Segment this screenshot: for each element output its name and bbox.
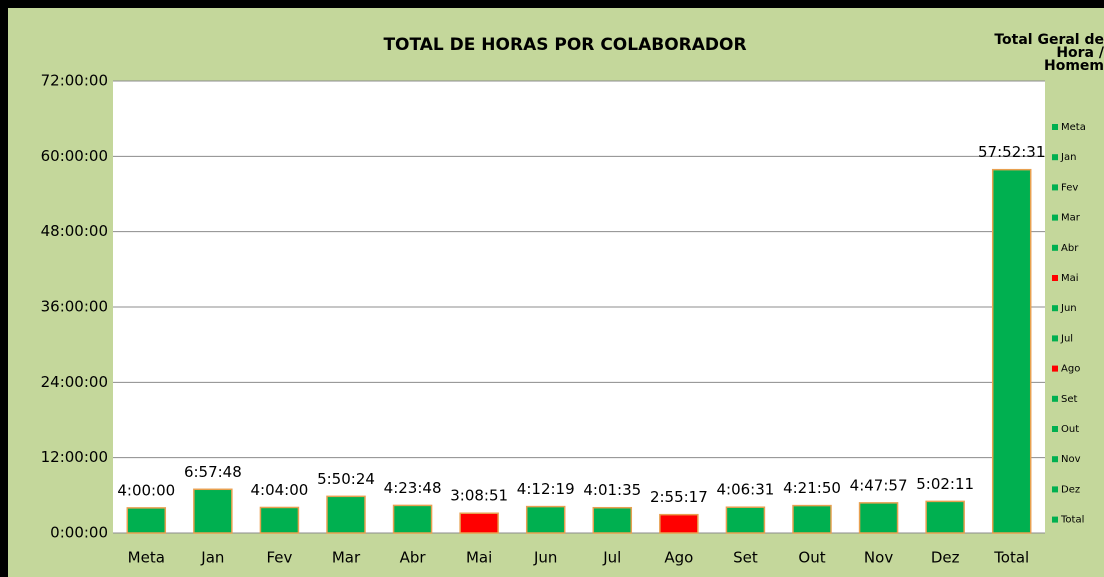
legend-swatch (1052, 275, 1058, 281)
y-tick-label: 0:00:00 (50, 524, 108, 542)
legend-swatch (1052, 305, 1058, 312)
data-label: 4:06:31 (717, 481, 775, 499)
data-label: 4:21:50 (783, 479, 841, 497)
bar (193, 488, 233, 534)
legend-label: Total (1060, 515, 1084, 526)
data-label: 5:02:11 (916, 475, 974, 493)
bar (459, 512, 499, 534)
legend-label: Meta (1061, 122, 1086, 133)
legend-swatch (1052, 154, 1058, 161)
bar (925, 500, 965, 534)
bar (126, 507, 167, 534)
data-label: 4:12:19 (517, 480, 575, 498)
x-tick-label: Out (798, 549, 825, 567)
legend-swatch (1052, 244, 1058, 251)
x-tick-label: Dez (931, 549, 960, 567)
y-tick-label: 60:00:00 (41, 147, 108, 165)
data-label: 2:55:17 (650, 488, 708, 506)
bar (725, 506, 766, 534)
legend-label: Jan (1060, 152, 1076, 163)
x-tick-label: Mai (466, 549, 492, 567)
x-tick-label: Abr (400, 549, 427, 567)
x-tick-label: Nov (864, 549, 893, 567)
y-tick-label: 48:00:00 (41, 222, 108, 240)
legend-swatch (1052, 395, 1058, 402)
data-label: 4:47:57 (850, 476, 908, 494)
data-label: 4:01:35 (583, 481, 641, 499)
x-tick-label: Ago (664, 549, 693, 567)
data-label: 5:50:24 (317, 470, 375, 488)
x-tick-label: Jun (533, 549, 557, 567)
legend-label: Dez (1061, 484, 1080, 495)
data-label: 4:23:48 (384, 479, 442, 497)
legend-swatch (1052, 426, 1058, 432)
legend-swatch (1052, 486, 1058, 493)
legend-swatch (1052, 124, 1058, 130)
legend-swatch (1052, 456, 1058, 463)
bar (991, 168, 1032, 534)
legend-swatch (1052, 365, 1058, 372)
legend-label: Nov (1061, 454, 1081, 465)
legend-swatch (1052, 516, 1058, 523)
bar (792, 504, 832, 534)
legend-label: Out (1061, 424, 1079, 435)
legend-label: Mai (1061, 273, 1079, 284)
data-label: 4:04:00 (251, 481, 309, 499)
x-tick-label: Jul (602, 549, 621, 567)
chart-title: TOTAL DE HORAS POR COLABORADOR (383, 35, 746, 55)
x-tick-label: Jan (200, 549, 224, 567)
legend-label: Jul (1060, 333, 1073, 344)
x-tick-label: Fev (266, 549, 292, 567)
bar (259, 506, 300, 534)
legend-label: Abr (1061, 243, 1079, 254)
data-label: 4:00:00 (117, 481, 175, 499)
bar (592, 506, 633, 534)
y-tick-label: 36:00:00 (41, 298, 108, 316)
legend-title: Total Geral de Hora / Homem (994, 32, 1104, 74)
x-tick-label: Total (993, 549, 1029, 567)
bar (659, 513, 699, 534)
data-label: 3:08:51 (450, 487, 508, 505)
legend-swatch (1052, 184, 1058, 191)
legend-label: Ago (1061, 364, 1080, 375)
y-tick-label: 24:00:00 (41, 373, 108, 391)
bar (392, 504, 433, 534)
data-label: 57:52:31 (978, 143, 1045, 161)
x-tick-label: Mar (332, 549, 361, 567)
y-tick-label: 12:00:00 (41, 448, 108, 466)
bar (326, 495, 366, 534)
y-tick-label: 72:00:00 (41, 72, 108, 90)
bar (525, 505, 566, 534)
legend-label: Fev (1061, 182, 1078, 193)
legend-swatch (1052, 335, 1058, 342)
data-label: 6:57:48 (184, 463, 242, 481)
bar (858, 502, 899, 534)
x-tick-label: Meta (128, 549, 165, 567)
x-tick-label: Set (733, 549, 758, 567)
legend-label: Mar (1061, 213, 1081, 224)
legend-label: Jun (1060, 303, 1077, 314)
legend-swatch (1052, 214, 1058, 221)
legend-label: Set (1061, 394, 1078, 405)
